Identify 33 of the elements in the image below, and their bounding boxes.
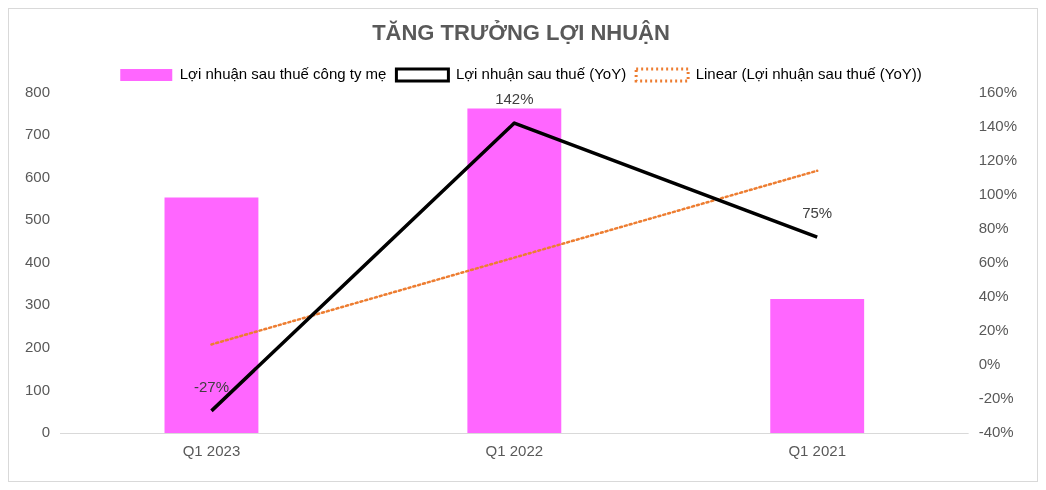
y2-tick-label: -20% xyxy=(978,389,1014,407)
x-tick-label: Q1 2023 xyxy=(182,442,241,460)
y2-tick-label: 120% xyxy=(978,150,1018,168)
y2-tick-label: 140% xyxy=(978,116,1018,134)
y-tick-label: 200 xyxy=(25,337,51,355)
legend-label: Lợi nhuận sau thuế (YoY) xyxy=(455,65,627,83)
bar xyxy=(467,108,562,433)
legend-label: Linear (Lợi nhuận sau thuế (YoY)) xyxy=(695,65,922,83)
y-tick-label: 800 xyxy=(25,82,51,100)
y-tick-label: 400 xyxy=(25,252,51,270)
data-label: 75% xyxy=(802,203,833,221)
y-tick-label: 300 xyxy=(25,295,51,313)
y2-tick-label: 80% xyxy=(978,218,1009,236)
bar xyxy=(164,197,259,433)
y2-tick-label: 20% xyxy=(978,320,1009,338)
y-tick-label: 600 xyxy=(25,167,51,185)
chart-title: TĂNG TRƯỞNG LỢI NHUẬN xyxy=(372,20,670,46)
y2-tick-label: 60% xyxy=(978,252,1009,270)
legend-label: Lợi nhuận sau thuế công ty mẹ xyxy=(179,65,387,83)
y2-tick-label: 40% xyxy=(978,286,1009,304)
x-tick-label: Q1 2021 xyxy=(788,442,846,460)
data-label: 142% xyxy=(495,89,534,107)
x-tick-label: Q1 2022 xyxy=(485,442,544,460)
y-tick-label: 0 xyxy=(41,423,51,441)
y2-tick-label: -40% xyxy=(978,423,1014,441)
y2-tick-label: 0% xyxy=(978,355,1001,373)
y-tick-label: 700 xyxy=(25,125,51,143)
y2-tick-label: 100% xyxy=(978,184,1018,202)
bar xyxy=(770,298,865,433)
y-tick-label: 100 xyxy=(25,380,51,398)
y-tick-label: 500 xyxy=(25,210,51,228)
y2-tick-label: 160% xyxy=(978,82,1018,100)
data-label: -27% xyxy=(193,377,229,395)
